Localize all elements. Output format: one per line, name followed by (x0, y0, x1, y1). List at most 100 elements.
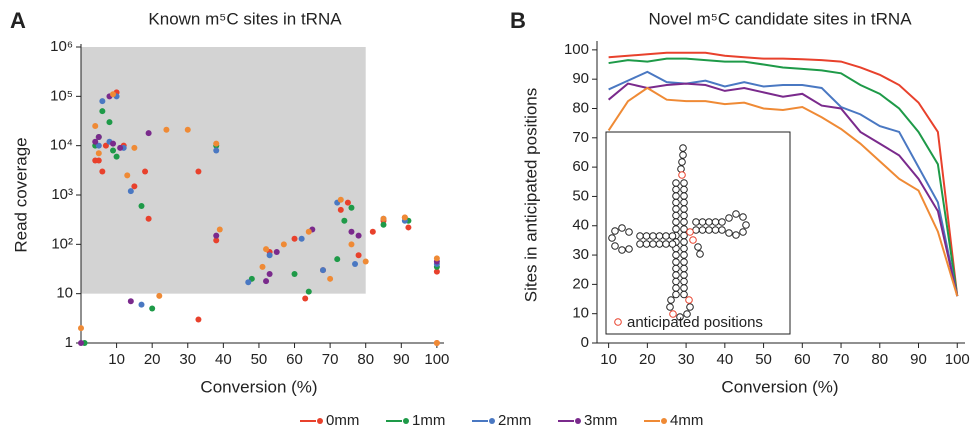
point (355, 232, 362, 239)
nucleotide (680, 271, 688, 279)
nucleotide (680, 238, 688, 246)
nucleotide (732, 210, 740, 218)
nucleotide (739, 228, 747, 236)
line (607, 86, 959, 297)
point (99, 168, 106, 175)
nucleotide (668, 232, 677, 240)
trna-diagram: anticipated positions (608, 144, 763, 331)
point (352, 260, 359, 267)
point (110, 91, 117, 98)
nucleotide (680, 192, 688, 200)
x-tick-label: 100 (945, 351, 970, 368)
point (355, 252, 362, 259)
y-tick-label: 10³ (51, 186, 73, 203)
point (433, 340, 440, 346)
y-tick-label: 10⁵ (50, 87, 73, 104)
nucleotide (655, 232, 664, 240)
nucleotide (680, 277, 688, 286)
point (213, 237, 220, 244)
point (291, 271, 298, 278)
nucleotide (611, 242, 619, 250)
x-tick-label: 60 (794, 351, 811, 368)
point (213, 147, 220, 154)
y-tick-label: 100 (564, 41, 589, 58)
x-tick-label: 20 (639, 351, 656, 368)
legend-dot (661, 418, 667, 424)
nucleotide (680, 251, 688, 259)
nucleotide (705, 226, 713, 234)
nucleotide (680, 211, 688, 220)
legend-label: 1mm (412, 412, 445, 429)
point (302, 295, 309, 302)
point (348, 241, 355, 248)
nucleotide (672, 264, 680, 273)
x-tick-label: 20 (144, 351, 161, 368)
point (320, 267, 326, 274)
point (433, 268, 440, 275)
nucleotide (667, 296, 675, 304)
point (95, 150, 102, 157)
legend-dot (317, 418, 323, 424)
point (341, 217, 348, 224)
point (195, 316, 202, 323)
point (127, 298, 134, 305)
x-tick-label: 30 (678, 351, 695, 368)
nucleotide (672, 271, 680, 279)
y-tick-label: 10 (572, 305, 589, 322)
point (142, 168, 149, 175)
point (78, 325, 84, 332)
point (298, 235, 305, 242)
y-tick-label: 10⁶ (50, 38, 73, 55)
point (334, 256, 341, 263)
nucleotide (625, 228, 633, 236)
nucleotide (672, 185, 680, 194)
y-tick-label: 1 (65, 334, 73, 351)
nucleotide (676, 313, 684, 321)
point (138, 202, 145, 209)
y-axis-label: Read coverage (11, 137, 30, 252)
legend-label: 3mm (584, 412, 617, 429)
nucleotide (672, 258, 680, 266)
point (259, 263, 266, 270)
x-tick-label: 90 (393, 351, 410, 368)
point (273, 248, 280, 255)
point (95, 133, 102, 140)
point (110, 147, 117, 154)
point (117, 144, 124, 151)
point (145, 130, 152, 137)
point (99, 108, 106, 115)
nucleotide (672, 225, 680, 233)
legend-label: 2mm (498, 412, 531, 429)
nucleotide (680, 231, 688, 240)
nucleotide (698, 226, 707, 234)
x-tick-label: 100 (424, 351, 449, 368)
point (337, 196, 344, 203)
nucleotide (694, 243, 702, 251)
point (102, 142, 109, 149)
line (608, 57, 959, 297)
nucleotide (680, 264, 688, 273)
point (380, 215, 387, 222)
nucleotide (705, 218, 713, 226)
nucleotide (669, 310, 677, 318)
legend-label: 0mm (326, 412, 359, 429)
point (401, 214, 408, 221)
panel-label: B (510, 8, 526, 33)
nucleotide (672, 198, 680, 207)
x-tick-label: 70 (833, 351, 850, 368)
y-tick-label: 60 (572, 158, 589, 175)
nucleotide (642, 232, 651, 240)
point (263, 278, 270, 285)
point (337, 206, 344, 213)
nucleotide (679, 151, 687, 159)
nucleotide (655, 240, 664, 248)
point (92, 123, 99, 130)
x-tick-label: 30 (179, 351, 196, 368)
y-tick-label: 80 (572, 99, 589, 116)
chart-title: Novel m⁵C candidate sites in tRNA (648, 9, 912, 28)
y-tick-label: 50 (572, 187, 589, 204)
x-tick-label: 50 (251, 351, 268, 368)
nucleotide (672, 192, 680, 200)
line (608, 70, 959, 297)
y-tick-label: 10² (51, 235, 73, 252)
